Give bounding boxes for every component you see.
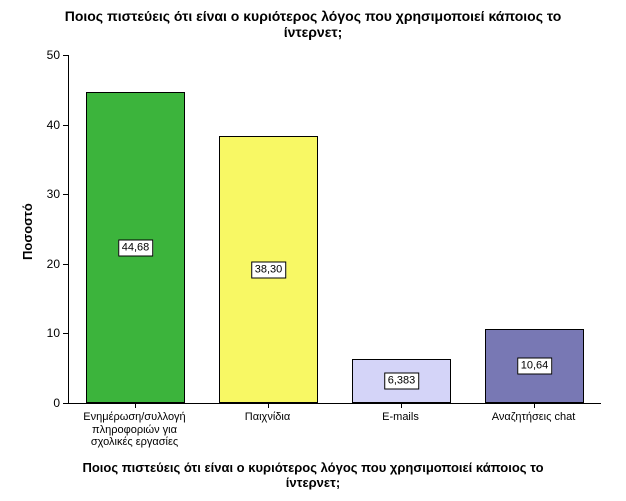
y-tick-mark [63,55,68,56]
x-tick-mark [268,403,269,408]
bar-value-label: 6,383 [384,372,420,389]
y-tick-mark [63,194,68,195]
y-tick-label: 30 [30,187,60,201]
y-tick-mark [63,125,68,126]
bar-value-label: 10,64 [517,357,553,374]
x-axis-label-line-2: ίντερνετ; [0,475,626,490]
x-tick-label-line: Παιχνίδια [201,411,334,424]
chart-title-line-2: ίντερνετ; [0,24,626,40]
x-tick-mark [401,403,402,408]
chart-container: Ποιος πιστεύεις ότι είναι ο κυριότερος λ… [0,0,626,501]
y-tick-label: 10 [30,326,60,340]
y-tick-mark [63,333,68,334]
x-tick-label-line: σχολικές εργασίες [68,436,201,449]
x-tick-label: Αναζητήσεις chat [467,411,600,424]
y-tick-mark [63,403,68,404]
bar-value-label: 38,30 [251,261,287,278]
chart-title-line-1: Ποιος πιστεύεις ότι είναι ο κυριότερος λ… [0,8,626,24]
x-tick-label: Παιχνίδια [201,411,334,424]
plot-area: 44,68 38,30 6,383 10,64 [68,55,601,404]
x-tick-label-line: E-mails [334,411,467,424]
y-tick-label: 20 [30,257,60,271]
y-axis-label: Ποσοστό [20,203,35,260]
bar-value-label: 44,68 [118,239,154,256]
y-tick-label: 0 [30,396,60,410]
x-tick-mark [135,403,136,408]
x-tick-label: E-mails [334,411,467,424]
y-tick-label: 50 [30,48,60,62]
x-tick-label-line: Ενημέρωση/συλλογή [68,411,201,424]
x-tick-label-line: πληροφοριών για [68,424,201,437]
chart-title: Ποιος πιστεύεις ότι είναι ο κυριότερος λ… [0,8,626,40]
x-axis-label-line-1: Ποιος πιστεύεις ότι είναι ο κυριότερος λ… [0,460,626,475]
x-tick-label: Ενημέρωση/συλλογήπληροφοριών γιασχολικές… [68,411,201,449]
y-tick-mark [63,264,68,265]
x-tick-mark [534,403,535,408]
x-tick-label-line: Αναζητήσεις chat [467,411,600,424]
x-axis-label: Ποιος πιστεύεις ότι είναι ο κυριότερος λ… [0,460,626,490]
y-tick-label: 40 [30,118,60,132]
